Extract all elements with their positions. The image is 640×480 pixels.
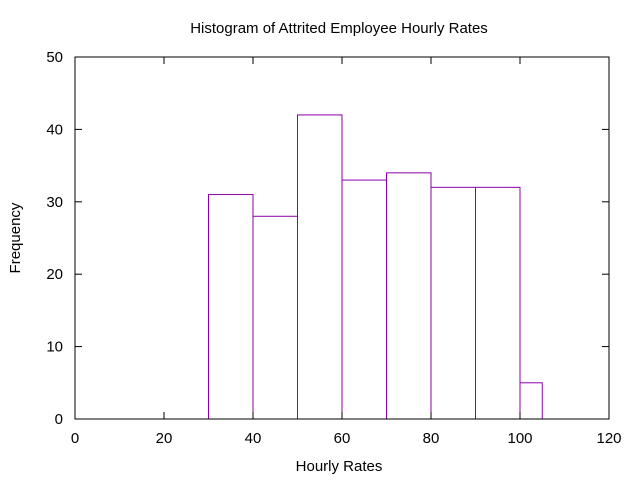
histogram-bar-2 — [297, 114, 343, 420]
x-tick-label: 20 — [156, 430, 173, 447]
x-tick-label: 100 — [507, 430, 532, 447]
x-axis: 0 20 40 60 80 100 120 — [71, 57, 622, 447]
histogram-bar-4 — [386, 172, 432, 420]
y-axis: 0 10 20 30 40 50 — [46, 49, 609, 428]
x-tick-label: 120 — [596, 430, 621, 447]
histogram-bar-3 — [341, 179, 387, 420]
y-tick-label: 50 — [46, 49, 63, 66]
x-tick-label: 0 — [71, 430, 79, 447]
chart-title: Histogram of Attrited Employee Hourly Ra… — [190, 20, 488, 37]
y-tick-label: 10 — [46, 339, 63, 356]
bars-group — [208, 114, 543, 420]
histogram-bar-6 — [475, 186, 521, 420]
histogram-bar-7 — [519, 382, 543, 420]
x-tick-label: 80 — [423, 430, 440, 447]
x-tick-label: 40 — [245, 430, 262, 447]
x-tick-label: 60 — [334, 430, 351, 447]
histogram-bar-0 — [208, 194, 254, 420]
y-axis-label: Frequency — [7, 202, 24, 273]
y-tick-label: 20 — [46, 266, 63, 283]
histogram-bar-1 — [252, 215, 298, 420]
y-tick-label: 30 — [46, 194, 63, 211]
y-tick-label: 0 — [55, 411, 63, 428]
y-tick-label: 40 — [46, 121, 63, 138]
histogram-bar-5 — [430, 186, 476, 420]
x-axis-label: Hourly Rates — [296, 458, 383, 475]
